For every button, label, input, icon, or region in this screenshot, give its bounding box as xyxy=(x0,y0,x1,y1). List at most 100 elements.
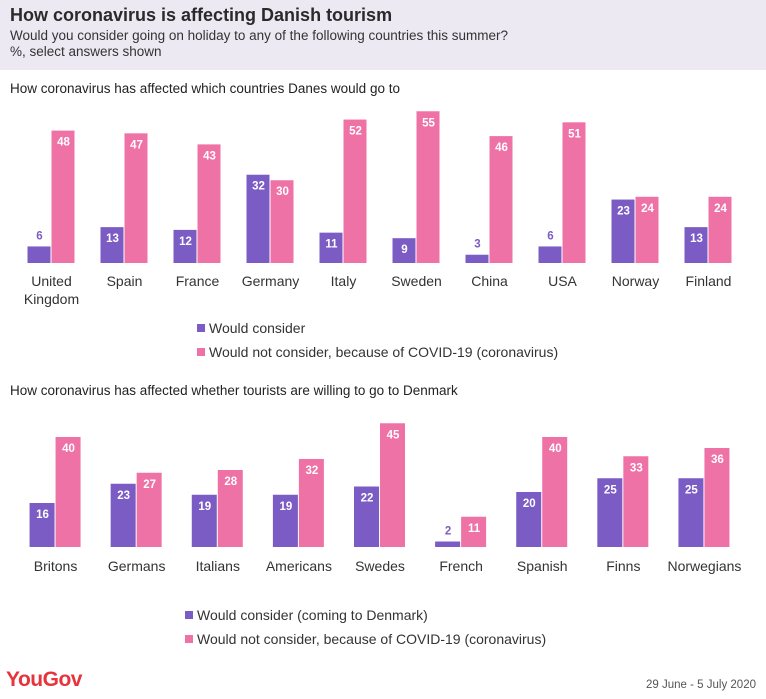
category-group-finns: 25 33 Finns xyxy=(597,456,649,574)
bar-consider-france xyxy=(173,229,197,263)
bar-not-consider-france xyxy=(197,144,221,263)
bar-consider-spanish xyxy=(516,492,542,547)
yougov-logo: YouGov xyxy=(6,668,82,691)
data-label: 13 xyxy=(106,233,119,245)
category-group-spanish: 20 40 Spanish xyxy=(516,437,568,574)
bar-consider-germans xyxy=(110,483,136,547)
data-label: 30 xyxy=(276,186,289,198)
bar-consider-united-kingdom xyxy=(27,246,51,263)
category-group-usa: 6 51 USA xyxy=(538,122,586,289)
tick-label: Britons xyxy=(34,558,78,574)
legend-label-consider: Would consider xyxy=(209,320,306,336)
tick-label: Germans xyxy=(108,558,166,574)
bar-not-consider-china xyxy=(489,136,513,263)
bar-not-consider-swedes xyxy=(380,423,405,547)
legend-swatch-consider xyxy=(197,324,205,332)
data-label: 25 xyxy=(685,484,698,496)
tick-label: French xyxy=(439,558,483,574)
tick-label: Italians xyxy=(196,558,240,574)
data-label: 33 xyxy=(630,462,643,474)
bar-consider-french xyxy=(435,541,461,547)
category-group-norwegians: 25 36 Norwegians xyxy=(667,448,741,574)
data-label: 24 xyxy=(641,203,654,215)
category-group-norway: 23 24 Norway xyxy=(611,196,659,289)
page-subtitle: Would you consider going on holiday to a… xyxy=(10,28,509,43)
category-group-italians: 19 28 Italians xyxy=(191,470,243,574)
data-label: 52 xyxy=(349,126,362,138)
bar-not-consider-germany xyxy=(270,180,294,263)
legend-label-not-consider: Would not consider, because of COVID-19 … xyxy=(209,344,559,360)
legend-label-consider: Would consider (coming to Denmark) xyxy=(197,607,428,623)
chart-2: 16 40 Britons 23 27 Germans 19 28 Italians 19 32 Am… xyxy=(29,423,741,574)
bar-consider-italy xyxy=(319,232,343,263)
tick-label: Swedes xyxy=(355,558,405,574)
tick-label: Finns xyxy=(606,558,640,574)
legend-swatch-consider xyxy=(185,611,193,619)
bar-consider-usa xyxy=(538,246,562,263)
tick-label: Kingdom xyxy=(24,291,79,307)
fieldwork-date: 29 June - 5 July 2020 xyxy=(646,679,756,691)
data-label: 23 xyxy=(117,490,130,502)
bar-not-consider-united-kingdom xyxy=(51,130,75,263)
data-label: 36 xyxy=(711,454,724,466)
legend-item-not-consider: Would not consider, because of COVID-19 … xyxy=(185,627,546,651)
data-label: 55 xyxy=(422,117,435,129)
bar-not-consider-norwegians xyxy=(704,448,730,547)
tick-label: Spain xyxy=(107,273,143,289)
category-group-france: 12 43 France xyxy=(173,144,221,289)
bar-not-consider-italy xyxy=(343,119,367,263)
bar-not-consider-germans xyxy=(136,472,162,547)
bar-not-consider-finland xyxy=(708,196,732,263)
data-label: 25 xyxy=(604,484,617,496)
bar-not-consider-spain xyxy=(124,133,148,263)
category-group-finland: 13 24 Finland xyxy=(684,196,732,289)
chart-2-legend: Would consider (coming to Denmark) Would… xyxy=(185,603,546,651)
data-label: 9 xyxy=(401,244,407,256)
bar-consider-americans xyxy=(272,494,298,547)
chart-1: 6 48 United Kingdom 13 47 Spain 12 43 France 32 30 G… xyxy=(24,111,732,307)
data-label: 40 xyxy=(549,443,562,455)
category-group-swedes: 22 45 Swedes xyxy=(354,423,405,574)
chart-1-legend: Would consider Would not consider, becau… xyxy=(197,316,558,364)
category-group-germany: 32 30 Germany xyxy=(242,174,300,289)
tick-label: China xyxy=(471,273,508,289)
bar-consider-spain xyxy=(100,227,124,263)
bar-consider-finns xyxy=(597,478,623,547)
category-group-germans: 23 27 Germans xyxy=(108,472,166,574)
tick-label: Spanish xyxy=(517,558,568,574)
page-title: How coronavirus is affecting Danish tour… xyxy=(10,5,393,25)
data-label: 12 xyxy=(179,236,192,248)
tick-label: Finland xyxy=(686,273,732,289)
chart-1-title: How coronavirus has affected which count… xyxy=(10,81,400,96)
data-label: 11 xyxy=(325,239,338,251)
tick-label: USA xyxy=(548,273,577,289)
data-label: 13 xyxy=(690,233,703,245)
data-label: 6 xyxy=(547,230,553,242)
category-group-italy: 11 52 Italy xyxy=(319,119,367,289)
bar-consider-norway xyxy=(611,199,635,263)
tick-label: United xyxy=(31,273,71,289)
category-group-china: 3 46 China xyxy=(465,136,513,289)
category-group-spain: 13 47 Spain xyxy=(100,133,148,289)
tick-label: Germany xyxy=(242,273,300,289)
legend-item-consider: Would consider (coming to Denmark) xyxy=(185,603,546,627)
category-group-americans: 19 32 Americans xyxy=(266,459,332,574)
data-label: 23 xyxy=(617,206,630,218)
chart-2-title: How coronavirus has affected whether tou… xyxy=(10,383,458,398)
data-label: 3 xyxy=(474,239,480,251)
category-group-united-kingdom: 6 48 United Kingdom xyxy=(24,130,79,307)
data-label: 19 xyxy=(198,501,211,513)
tick-label: Italy xyxy=(331,273,357,289)
bar-consider-italians xyxy=(191,494,217,547)
data-label: 6 xyxy=(36,230,42,242)
data-label: 32 xyxy=(305,465,318,477)
data-label: 27 xyxy=(143,479,156,491)
legend-label-not-consider: Would not consider, because of COVID-19 … xyxy=(197,631,547,647)
tick-label: Norwegians xyxy=(667,558,741,574)
legend-swatch-not-consider xyxy=(185,635,193,643)
bar-consider-swedes xyxy=(354,486,379,547)
header-band: How coronavirus is affecting Danish tour… xyxy=(0,0,766,70)
tick-label: Americans xyxy=(266,558,332,574)
bar-consider-norwegians xyxy=(678,478,704,547)
data-label: 48 xyxy=(57,137,70,149)
